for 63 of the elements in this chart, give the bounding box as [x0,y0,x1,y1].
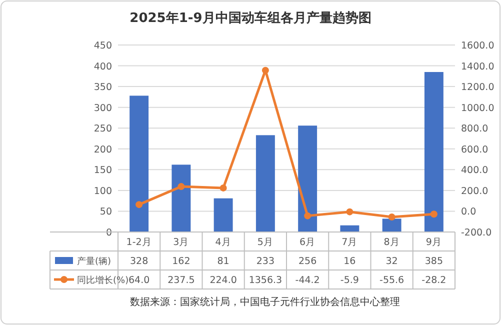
y-tick-label: 150 [94,165,112,176]
data-label: 237.5 [168,275,195,286]
x-tick-label: 8月 [384,237,400,248]
data-label: 224.0 [210,275,237,286]
point [262,66,269,74]
x-tick-label: 4月 [215,237,232,248]
y2-tick-label: 200.0 [461,186,488,197]
data-label: -5.9 [340,275,359,286]
y-tick-label: 250 [94,124,112,135]
data-label: 328 [130,256,148,267]
x-tick-label: 3月 [173,237,190,248]
y2-tick-label: 400.0 [461,165,488,176]
data-label: 162 [172,256,190,267]
point [220,184,227,192]
y2-tick-label: 1400.0 [461,61,494,72]
data-label: 81 [217,256,230,267]
point [178,183,185,190]
point [136,201,143,208]
legend-label: 产量(辆) [77,256,112,267]
y-tick-label: 50 [100,206,112,218]
data-label: 385 [424,256,444,267]
data-label: 64.0 [128,275,150,286]
bar [424,72,444,232]
x-tick-label: 7月 [342,237,358,248]
bar [298,126,318,232]
y2-tick-label: 1600.0 [461,40,494,52]
point [346,208,354,216]
y2-tick-label: 1200.0 [461,82,494,94]
x-tick-label: 5月 [257,237,274,248]
source-note: 数据来源：国家统计局，中国电子元件行业协会信息中心整理 [130,296,400,308]
y-tick-label: 400 [94,61,112,72]
data-label: -44.2 [295,275,320,286]
bar [256,135,275,232]
y2-tick-label: 0.0 [461,206,476,218]
bar [340,225,360,232]
y2-tick-label: 600.0 [461,144,488,156]
data-label: -28.2 [422,275,446,286]
data-label: 1356.3 [248,275,282,286]
y-tick-label: 100 [94,186,112,197]
x-tick-label: 6月 [300,237,316,248]
data-label: 16 [344,256,356,267]
point [388,214,396,220]
y-tick-label: 200 [94,144,112,156]
bar [214,198,233,232]
bar [130,96,149,232]
y2-tick-label: 800.0 [461,124,488,135]
y-tick-label: 350 [94,82,112,94]
x-tick-label: 9月 [426,237,442,248]
point [430,210,438,218]
legend-label: 同比增长(%) [77,275,129,286]
y2-tick-label: -200.0 [461,228,492,238]
data-label: 256 [298,256,317,267]
data-label: -55.6 [380,275,404,286]
point [304,212,312,220]
data-label: 233 [256,256,275,267]
x-tick-label: 1-2月 [126,237,152,248]
bar [172,164,191,232]
chart-title: 2025年1-9月中国动车组各月产量趋势图 [130,10,372,26]
y-tick-label: 450 [94,40,112,52]
bar [382,218,402,232]
y2-tick-label: 1000.0 [461,102,494,114]
data-label: 32 [386,256,398,267]
y-tick-label: 300 [94,102,112,114]
